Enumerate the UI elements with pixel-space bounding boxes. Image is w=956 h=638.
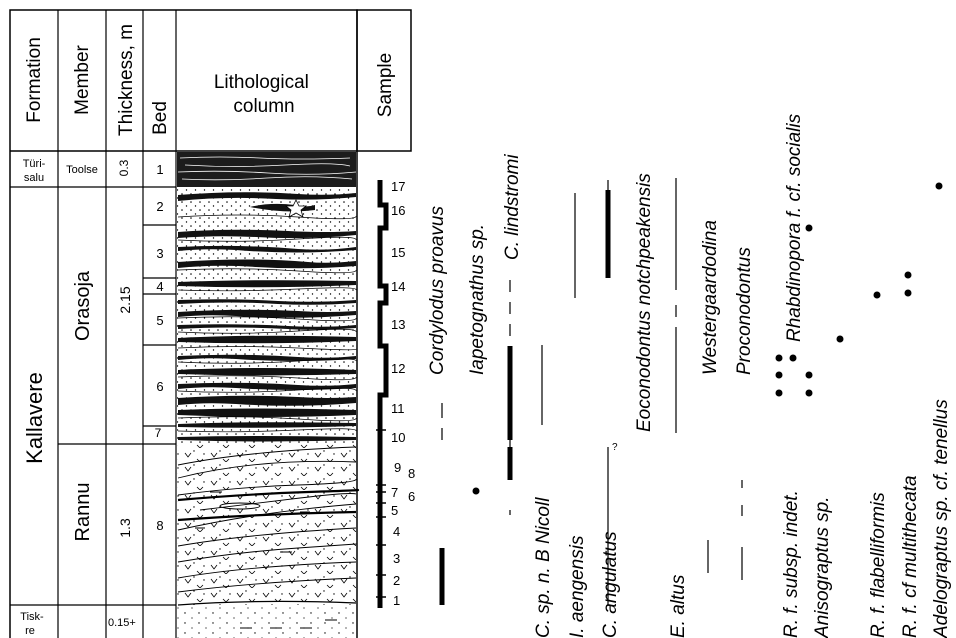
taxon-label: Iapetognathus sp. (467, 224, 488, 375)
header-member: Member (72, 44, 93, 114)
sample-number: 5 (391, 503, 398, 518)
occurrence-dots (472, 182, 943, 495)
litho-cross-bedded-sandstone (177, 444, 356, 605)
sample-number: 6 (408, 489, 415, 504)
sample-number: 4 (393, 524, 400, 539)
sample-number: 11 (391, 401, 405, 416)
sample-number: 17 (391, 179, 405, 194)
bed-numbers: 1 2 3 4 5 6 7 8 (155, 162, 164, 533)
formation-tiskre-line1: Tisk- (20, 611, 44, 623)
range-query-mark: ? (612, 442, 618, 453)
sample-number: 12 (391, 361, 405, 376)
sample-number: 3 (393, 551, 400, 566)
taxon-label: C. sp. n. B Nicoll (533, 497, 554, 638)
bed-number: 2 (156, 199, 163, 214)
bed-number: 8 (156, 518, 163, 533)
taxon-label: Rhabdinopora f. cf. socialis (784, 113, 805, 342)
taxon-label: Cordylodus proavus (427, 206, 448, 375)
header-thickness: Thickness, m (116, 24, 137, 136)
taxon-label: Adelograptus sp. cf. tenellus (931, 399, 952, 638)
member-toolse: Toolse (66, 164, 98, 176)
bed-number: 3 (156, 246, 163, 261)
taxon-label: Eoconodontus notchpeakensis (634, 173, 655, 432)
sample-number: 7 (391, 485, 398, 500)
sample-number: 9 (394, 460, 401, 475)
bed-number: 5 (156, 313, 163, 328)
thickness-toolse: 0.3 (117, 159, 131, 176)
fossil-star-icon (284, 199, 308, 218)
sample-number: 15 (391, 245, 405, 260)
header-sample: Sample (375, 53, 396, 117)
member-rannu: Rannu (72, 483, 94, 542)
taxon-label: R. f. cf multithecata (900, 475, 921, 638)
formation-turisalu-line2: salu (24, 172, 44, 184)
bed-number: 6 (156, 379, 163, 394)
taxon-label: C. lindstromi (502, 154, 523, 260)
sample-number: 13 (391, 317, 405, 332)
table-frame (9, 9, 412, 638)
thickness-orasoja: 2.15 (117, 286, 133, 313)
litho-dashes (195, 491, 337, 629)
sample-number: 1 (393, 593, 400, 608)
taxon-label: I. aengensis (567, 535, 588, 638)
formation-kallavere: Kallavere (22, 372, 47, 464)
sample-number: 2 (393, 573, 400, 588)
taxon-label: Proconodontus (734, 247, 755, 375)
litho-tiskre-siltstone (177, 605, 356, 638)
thickness-tiskre: 0.15+ (108, 617, 136, 629)
bed-number: 4 (156, 279, 163, 294)
taxon-ranges (439, 178, 743, 605)
sample-number: 8 (408, 466, 415, 481)
litho-shale-lenses (178, 192, 356, 442)
bed-number: 7 (155, 426, 162, 440)
litho-black-shale (177, 152, 356, 187)
taxon-label: R. f. flabelliformis (868, 492, 889, 638)
lithological-column (177, 152, 359, 638)
taxon-labels: Cordylodus proavus Iapetognathus sp. C. … (427, 113, 952, 638)
unit-labels: Türi- salu Kallavere Tisk- re Toolse Ora… (20, 158, 136, 637)
taxon-label: Anisograptus sp. (812, 496, 833, 638)
member-orasoja: Orasoja (72, 270, 94, 341)
sample-number: 10 (391, 430, 405, 445)
taxon-label: C. angulatus (600, 531, 621, 638)
taxon-label: Westergaardodina (700, 220, 721, 375)
sample-number: 16 (391, 203, 405, 218)
bed-number: 1 (156, 162, 163, 177)
taxon-label: R. f. subsp. indet. (781, 490, 802, 638)
header-formation: Formation (24, 37, 45, 123)
formation-turisalu-line1: Türi- (23, 158, 46, 170)
sample-column: 17 16 15 14 13 12 11 10 9 8 7 6 5 4 3 2 … (376, 179, 415, 608)
sample-number: 14 (391, 279, 405, 294)
table-header: Formation Member Thickness, m Bed Lithol… (24, 24, 396, 136)
sample-track (377, 180, 389, 608)
header-bed: Bed (150, 101, 171, 135)
header-lithological-column: Lithological column (214, 72, 314, 117)
litho-sandstone-upper (177, 152, 356, 444)
formation-tiskre-line2: re (25, 625, 35, 637)
taxon-label: E. altus (668, 574, 689, 638)
thickness-rannu: 1.3 (117, 518, 133, 538)
